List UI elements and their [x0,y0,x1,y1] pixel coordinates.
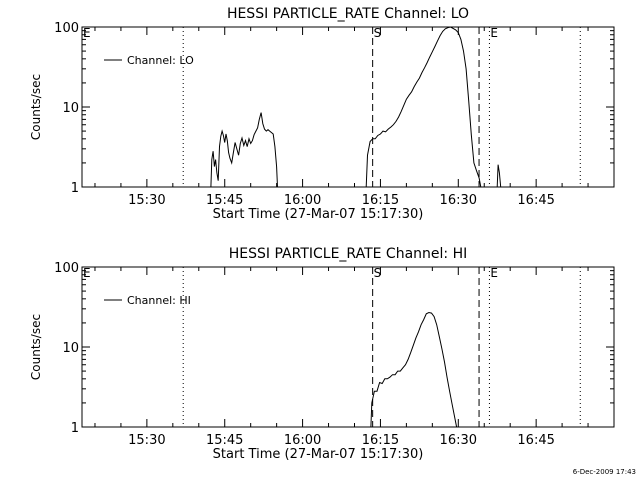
x-tick-label: 15:45 [206,433,243,448]
series-line [496,164,502,188]
y-axis-label: Counts/sec [29,74,43,140]
marker-label: E [490,26,498,40]
y-axis-label: Counts/sec [29,314,43,380]
marker-label: S [374,266,382,280]
x-tick-label: 15:30 [128,193,165,208]
series-line [370,311,458,428]
marker-label: S [374,26,382,40]
x-tick-label: 15:45 [206,193,243,208]
x-tick-label: 16:30 [440,193,477,208]
series-line [210,112,278,188]
series-line [365,26,482,188]
x-tick-label: 16:15 [362,193,399,208]
marker-label: E [83,266,91,280]
legend-label: Channel: LO [127,54,194,67]
marker-label: E [83,26,91,40]
chart-title: HESSI PARTICLE_RATE Channel: LO [227,6,469,22]
x-axis-label: Start Time (27-Mar-07 15:17:30) [213,207,424,222]
x-axis-label: Start Time (27-Mar-07 15:17:30) [213,447,424,462]
x-tick-label: 16:45 [517,433,554,448]
legend-label: Channel: HI [127,294,191,307]
chart-title: HESSI PARTICLE_RATE Channel: HI [229,246,467,262]
y-tick-label: 10 [62,101,79,116]
plot-frame [81,26,615,188]
marker-label: E [490,266,498,280]
x-tick-label: 16:30 [440,433,477,448]
x-tick-label: 15:30 [128,433,165,448]
y-tick-label: 10 [62,341,79,356]
y-tick-label: 100 [54,21,79,36]
plot-frame [81,266,615,428]
y-tick-label: 1 [71,181,79,196]
y-tick-label: 100 [54,261,79,276]
x-tick-label: 16:45 [517,193,554,208]
x-tick-label: 16:00 [284,433,321,448]
footer-date: 6-Dec-2009 17:43 [572,468,636,476]
y-tick-label: 1 [71,421,79,436]
x-tick-label: 16:15 [362,433,399,448]
x-tick-label: 16:00 [284,193,321,208]
